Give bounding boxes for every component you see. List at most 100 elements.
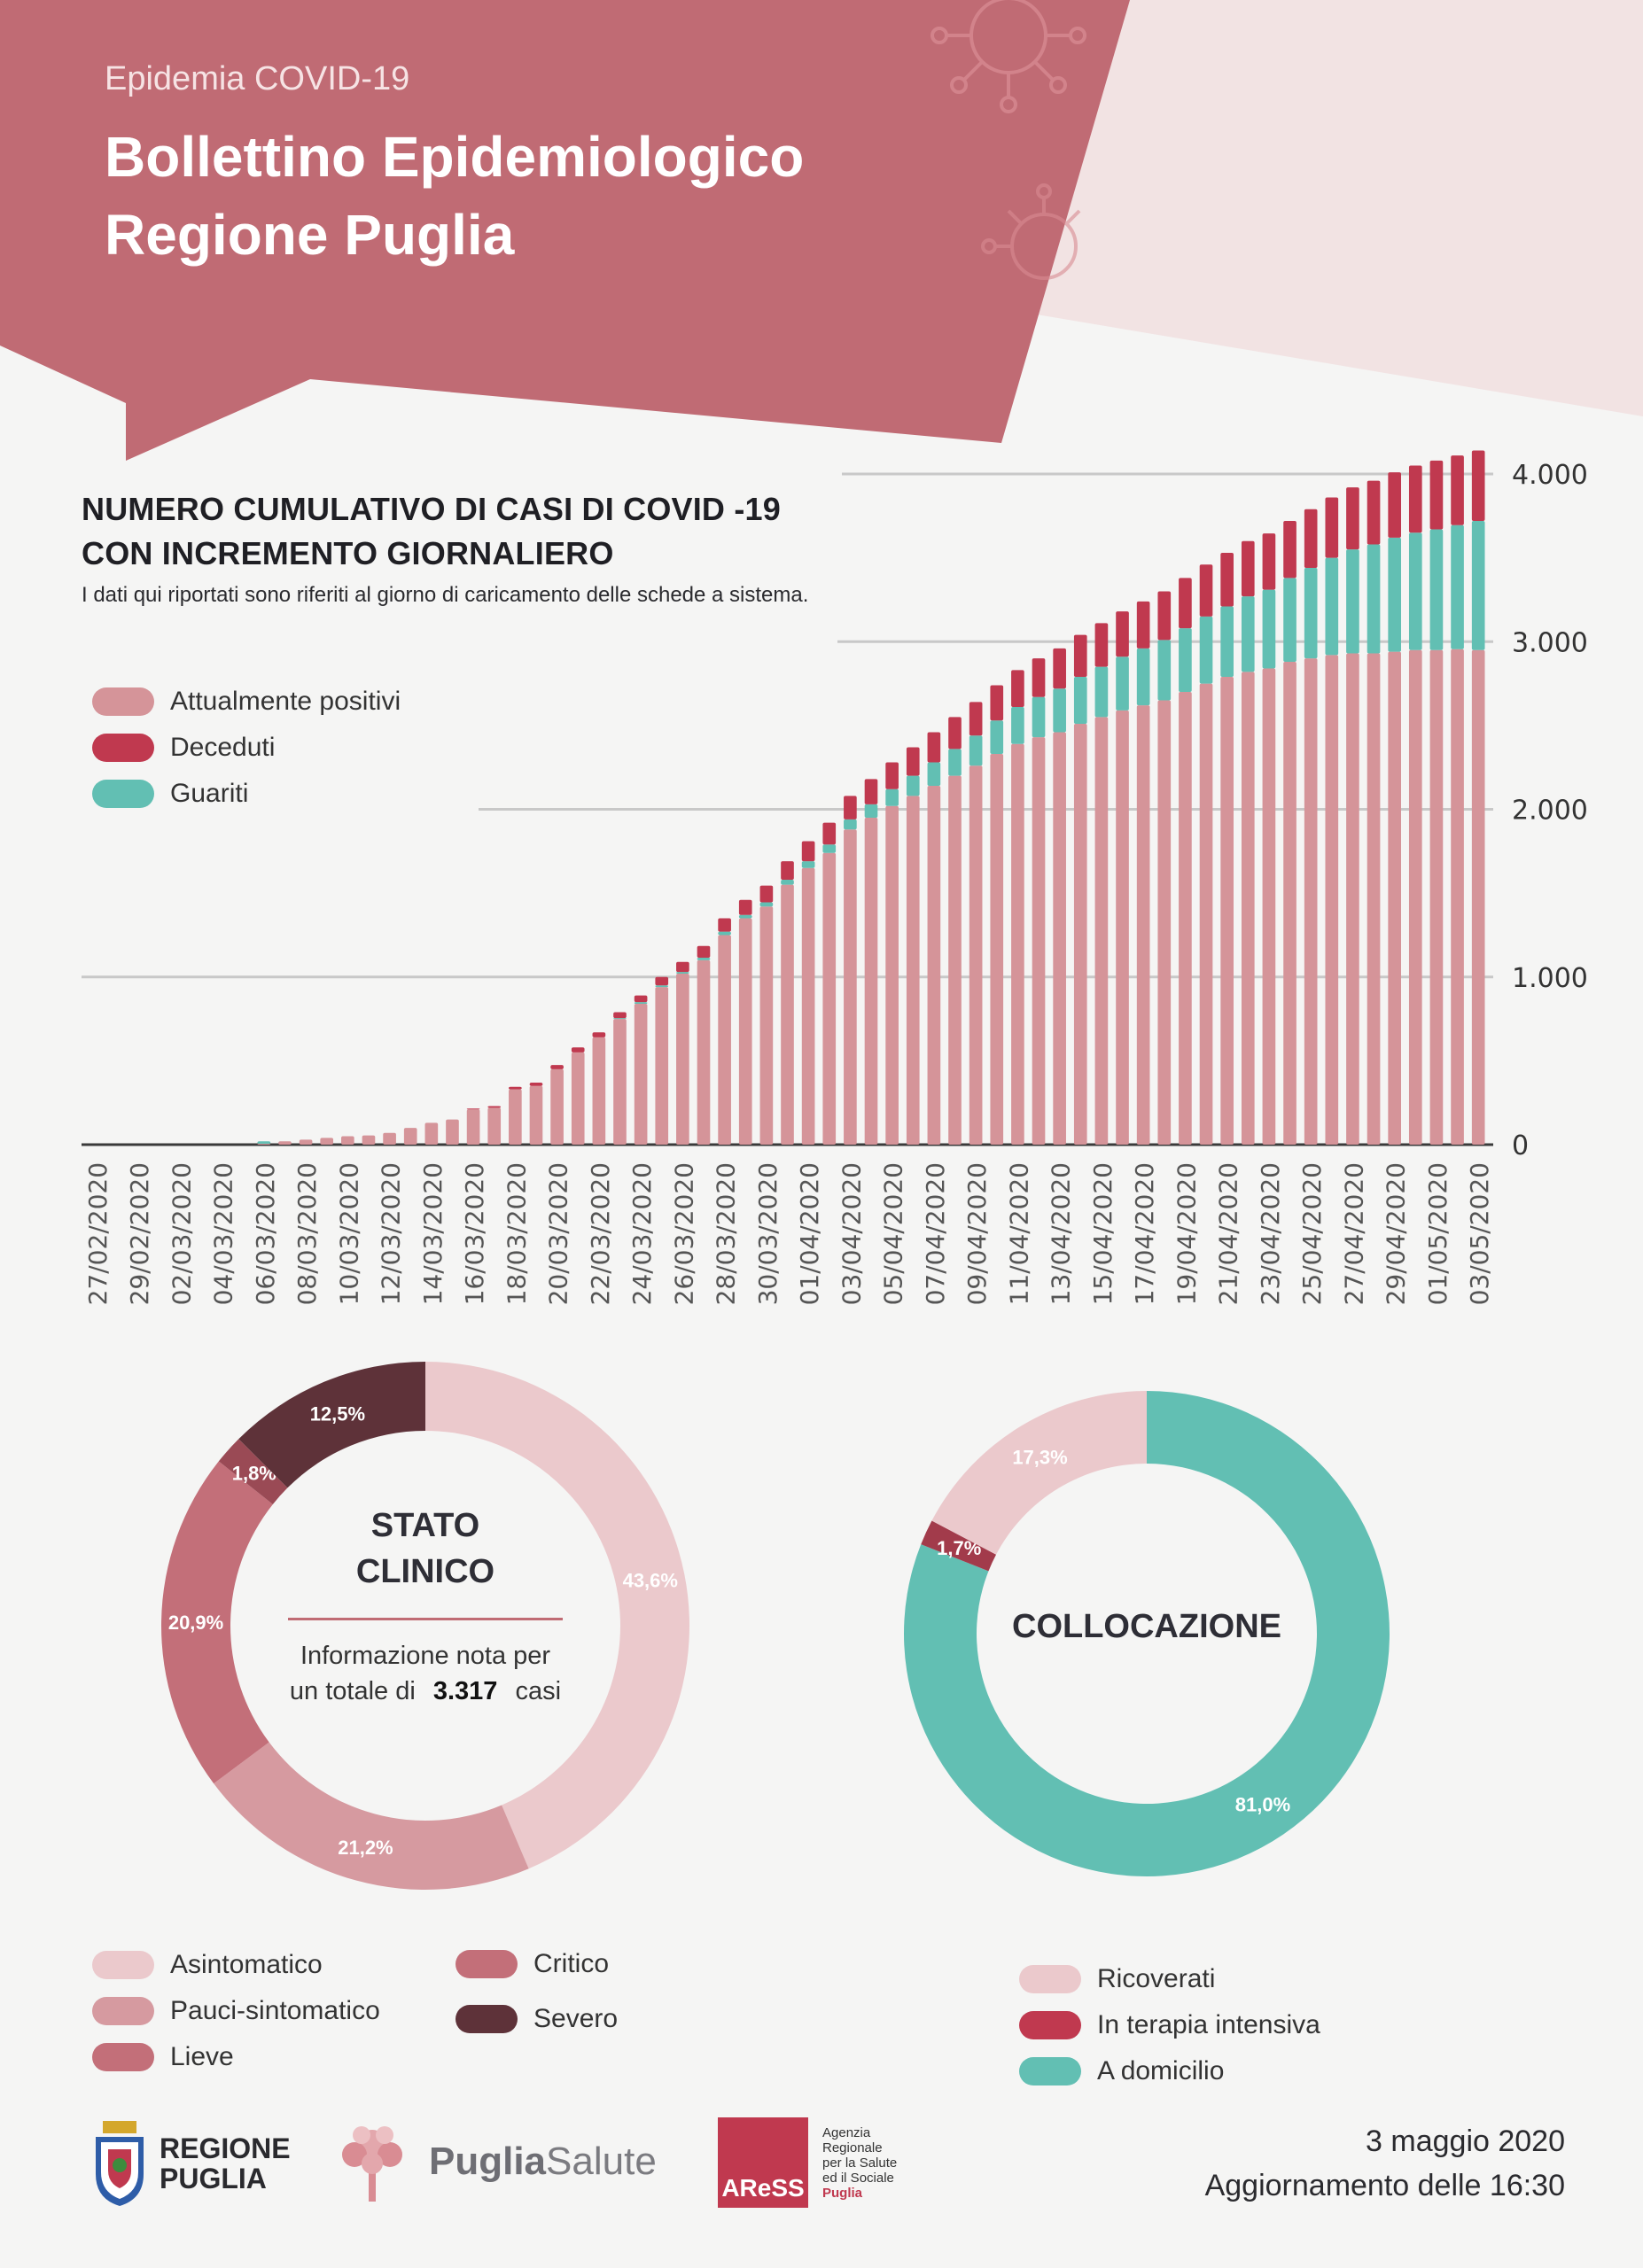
virus-icon — [931, 0, 1086, 113]
donut-slice — [218, 1439, 288, 1504]
bar-segment — [969, 702, 983, 736]
bar-segment — [1325, 497, 1339, 558]
bar-segment — [1471, 649, 1485, 1145]
bar-segment — [1346, 653, 1359, 1145]
header-light-panel — [1010, 0, 1643, 416]
donut-slice — [425, 1362, 690, 1869]
donut-slice — [903, 1391, 1390, 1876]
bar-segment — [403, 1128, 417, 1145]
legend-label-terapia: In terapia intensiva — [1097, 2010, 1320, 2039]
bar-segment — [759, 906, 774, 1145]
bar-segment — [550, 1065, 564, 1069]
bar-segment — [1011, 670, 1024, 708]
puglia-salute-logo: PugliaSalute — [328, 2117, 657, 2206]
header-title-line2: Regione Puglia — [105, 203, 515, 267]
x-tick-label: 20/03/2020 — [544, 1162, 573, 1305]
aress-desc-3: per la Salute — [822, 2155, 898, 2171]
legend-swatch-positivi — [92, 687, 154, 716]
bar-segment — [1179, 578, 1192, 629]
bar-segment — [1304, 658, 1318, 1145]
bar-segment — [676, 973, 689, 1145]
bar-segment — [1073, 676, 1087, 724]
legend-item-severo: Severo — [456, 1992, 618, 2047]
stato-title-line2: CLINICO — [355, 1553, 495, 1590]
bar-segment — [822, 852, 837, 1145]
bar-segment — [1346, 549, 1359, 654]
bar-segment — [1304, 509, 1318, 568]
bar-segment — [1032, 658, 1046, 697]
collocazione-legend: Ricoverati In terapia intensiva A domici… — [1019, 1956, 1320, 2094]
bar-segment — [864, 779, 878, 804]
x-tick-label: 19/04/2020 — [1172, 1162, 1201, 1305]
y-tick-label: 4.000 — [1512, 460, 1588, 491]
bar-segment — [948, 749, 962, 776]
regione-line2: PUGLIA — [160, 2163, 267, 2194]
legend-item-asintomatico: Asintomatico — [92, 1942, 380, 1988]
donut-slice-label: 17,3% — [1012, 1447, 1067, 1469]
bar-segment — [1094, 717, 1109, 1145]
bar-segment — [466, 1109, 480, 1145]
legend-swatch-guariti — [92, 780, 154, 808]
bar-segment — [927, 762, 941, 787]
bar-segment — [718, 935, 731, 1145]
legend-swatch-deceduti — [92, 734, 154, 762]
footer-date: 3 maggio 2020 — [1366, 2124, 1565, 2158]
x-tick-label: 07/04/2020 — [921, 1162, 950, 1305]
bar-segment — [1053, 688, 1066, 733]
bar-segment — [1408, 532, 1422, 650]
stato-title-line1: STATO — [370, 1507, 480, 1544]
bar-segment — [1157, 591, 1172, 641]
bar-segment — [1220, 676, 1234, 1145]
bar-segment — [738, 918, 752, 1145]
legend-item-domicilio: A domicilio — [1019, 2048, 1320, 2094]
stato-note-suffix: casi — [515, 1677, 562, 1705]
bar-segment — [571, 1047, 585, 1052]
bar-segment — [1408, 649, 1422, 1145]
bar-segment — [1283, 578, 1296, 662]
regione-crest-icon — [96, 2121, 144, 2206]
y-tick-label: 0 — [1512, 1130, 1529, 1161]
legend-item-pauci: Pauci-sintomatico — [92, 1988, 380, 2034]
bar-segment — [655, 987, 669, 1145]
bar-segment — [1011, 743, 1024, 1145]
x-tick-label: 21/04/2020 — [1214, 1162, 1243, 1305]
stato-divider — [288, 1618, 563, 1620]
bar-segment — [948, 775, 962, 1145]
bar-segment — [1053, 732, 1066, 1145]
x-tick-label: 06/03/2020 — [251, 1162, 280, 1305]
x-tick-label: 11/04/2020 — [1004, 1162, 1033, 1305]
bar-segment — [1325, 557, 1339, 656]
legend-swatch-critico — [456, 1950, 518, 1978]
bar-segment — [1094, 666, 1109, 718]
x-tick-label: 27/04/2020 — [1339, 1162, 1368, 1305]
x-tick-label: 01/04/2020 — [795, 1162, 824, 1305]
bar-segment — [781, 879, 794, 885]
footer-update: Aggiornamento delle 16:30 — [1204, 2169, 1565, 2202]
puglia-light: Salute — [546, 2140, 657, 2183]
chart-subtitle: I dati qui riportati sono riferiti al gi… — [82, 583, 809, 607]
x-tick-label: 16/03/2020 — [460, 1162, 489, 1305]
x-tick-label: 30/03/2020 — [753, 1162, 783, 1305]
bar-segment — [529, 1082, 543, 1086]
aress-logo: AReSS Agenzia Regionale per la Salute ed… — [718, 2117, 897, 2208]
bar-segment — [1136, 648, 1150, 706]
bar-segment — [1011, 707, 1024, 744]
aress-desc: Agenzia Regionale per la Salute ed il So… — [822, 2125, 897, 2201]
x-tick-label: 18/03/2020 — [502, 1162, 531, 1305]
bar-segment — [1367, 544, 1381, 654]
legend-swatch-lieve — [92, 2043, 154, 2071]
x-tick-label: 13/04/2020 — [1047, 1162, 1076, 1305]
bar-segment — [613, 1012, 627, 1019]
bar-segment — [1388, 651, 1402, 1145]
bar-segment — [487, 1107, 502, 1145]
bar-segment — [1429, 460, 1444, 530]
puglia-salute-text: PugliaSalute — [429, 2140, 657, 2184]
x-tick-label: 28/03/2020 — [712, 1162, 741, 1305]
bar-segment — [1032, 737, 1046, 1145]
bar-segment — [550, 1068, 564, 1145]
bar-segment — [1408, 465, 1422, 533]
bar-segment — [1429, 529, 1444, 650]
legend-label-lieve: Lieve — [170, 2042, 234, 2071]
bar-segment — [801, 861, 815, 868]
bar-segment — [1388, 537, 1402, 652]
